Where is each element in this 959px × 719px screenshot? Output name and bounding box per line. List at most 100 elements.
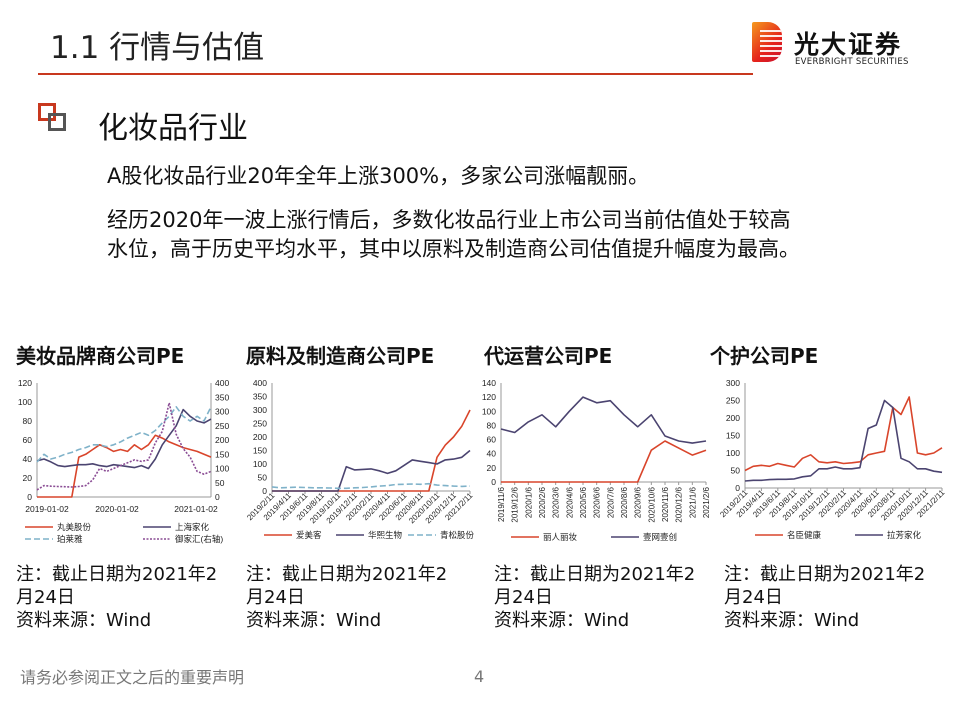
chart-title-operators: 代运营公司PE xyxy=(484,344,613,368)
series-line-御家汇(右轴) xyxy=(36,402,212,491)
y-tick-label: 60 xyxy=(487,435,497,445)
legend-label: 丽人丽妆 xyxy=(543,532,578,542)
y-tick-label: 100 xyxy=(18,397,32,407)
chart-note-3: 注：截止日期为2021年2 月24日 资料来源：Wind xyxy=(494,563,709,632)
y-tick-label: 80 xyxy=(23,416,33,426)
x-tick-label: 2021/1/6 xyxy=(688,486,697,518)
y-tick-label: 120 xyxy=(18,378,32,388)
paragraph-2-line-2: 水位，高于历史平均水平，其中以原料及制造商公司估值提升幅度为最高。 xyxy=(107,237,800,261)
note-line: 注：截止日期为2021年2 xyxy=(494,564,696,585)
y-tick-label: 250 xyxy=(726,396,740,406)
paragraph-2-line-1: 经历2020年一波上涨行情后，多数化妆品行业上市公司当前估值处于较高 xyxy=(107,208,791,232)
y-tick-label: 100 xyxy=(726,448,740,458)
note-line: 月24日 xyxy=(16,587,75,608)
series-line-名臣健康 xyxy=(744,396,943,472)
source-line: 资料来源：Wind xyxy=(16,610,152,631)
x-tick-label: 2020/9/6 xyxy=(634,486,643,518)
chart-title-materials: 原料及制造商公司PE xyxy=(246,344,435,368)
y2-tick-label: 250 xyxy=(215,421,229,431)
x-tick-label: 2020/7/6 xyxy=(606,486,615,518)
legend-label: 拉芳家化 xyxy=(887,530,922,540)
x-tick-label: 2021-01-02 xyxy=(174,504,218,514)
series-line-华熙生物 xyxy=(272,449,471,492)
x-tick-label: 2019/12/6 xyxy=(511,486,520,522)
legend-label: 御家汇(右轴) xyxy=(175,534,223,544)
legend-label: 青松股份 xyxy=(440,530,475,540)
logo-text-en: EVERBRIGHT SECURITIES xyxy=(795,57,909,67)
y-tick-label: 0 xyxy=(491,477,496,487)
series-line-壹网壹创 xyxy=(500,396,707,444)
y-tick-label: 0 xyxy=(27,492,32,502)
y-tick-label: 300 xyxy=(726,378,740,388)
y-tick-label: 120 xyxy=(482,392,496,402)
chart-note-2: 注：截止日期为2021年2 月24日 资料来源：Wind xyxy=(246,563,461,632)
x-tick-label: 2020/3/6 xyxy=(552,486,561,518)
y-tick-label: 250 xyxy=(253,419,267,429)
source-line: 资料来源：Wind xyxy=(494,610,630,631)
y-tick-label: 400 xyxy=(253,378,267,388)
y-tick-label: 40 xyxy=(23,454,33,464)
x-tick-label: 2020/1/6 xyxy=(524,486,533,518)
x-tick-label: 2020-01-02 xyxy=(95,504,139,514)
source-line: 资料来源：Wind xyxy=(724,610,860,631)
legend-label: 爱美客 xyxy=(296,530,322,540)
x-tick-label: 2020/4/6 xyxy=(565,486,574,518)
section-title: 化妆品行业 xyxy=(98,111,248,146)
series-line-丽人丽妆 xyxy=(501,440,707,483)
x-tick-label: 2020/10/6 xyxy=(647,486,656,522)
x-tick-label: 2019-01-02 xyxy=(25,504,69,514)
y-tick-label: 60 xyxy=(23,435,33,445)
x-tick-label: 2020/12/6 xyxy=(675,486,684,522)
logo-text-cn: 光大证券 xyxy=(794,30,903,59)
y-tick-label: 50 xyxy=(258,473,268,483)
section-bullet-icon xyxy=(38,103,68,133)
chart-note-4: 注：截止日期为2021年2 月24日 资料来源：Wind xyxy=(724,563,939,632)
y2-tick-label: 50 xyxy=(215,478,225,488)
x-tick-label: 2020/5/6 xyxy=(579,486,588,518)
note-line: 月24日 xyxy=(724,587,783,608)
chart-note-1: 注：截止日期为2021年2 月24日 资料来源：Wind xyxy=(16,563,231,632)
page-number: 4 xyxy=(474,667,485,686)
disclaimer-text: 请务必参阅正文之后的重要声明 xyxy=(20,668,245,687)
legend-label: 上海家化 xyxy=(175,522,210,532)
paragraph-1: A股化妆品行业20年全年上涨300%，多家公司涨幅靓丽。 xyxy=(107,164,650,188)
note-line: 注：截止日期为2021年2 xyxy=(246,564,448,585)
y-tick-label: 50 xyxy=(731,466,741,476)
y2-tick-label: 350 xyxy=(215,392,229,402)
y2-tick-label: 300 xyxy=(215,407,229,417)
x-tick-label: 2020/6/6 xyxy=(593,486,602,518)
y2-tick-label: 100 xyxy=(215,464,229,474)
note-line: 月24日 xyxy=(246,587,305,608)
y-tick-label: 0 xyxy=(262,486,267,496)
x-tick-label: 2020/8/6 xyxy=(620,486,629,518)
legend-label: 珀莱雅 xyxy=(57,534,83,544)
y-tick-label: 300 xyxy=(253,405,267,415)
y-tick-label: 200 xyxy=(253,432,267,442)
y2-tick-label: 200 xyxy=(215,435,229,445)
y-tick-label: 150 xyxy=(726,431,740,441)
page-title: 1.1 行情与估值 xyxy=(50,30,265,66)
everbright-logo-icon xyxy=(752,22,782,62)
x-tick-label: 2019/11/6 xyxy=(497,486,506,522)
note-line: 注：截止日期为2021年2 xyxy=(16,564,218,585)
legend-label: 名臣健康 xyxy=(787,530,822,540)
legend-label: 华熙生物 xyxy=(368,530,403,540)
title-divider xyxy=(38,73,753,75)
note-line: 注：截止日期为2021年2 xyxy=(724,564,926,585)
series-line-珀莱雅 xyxy=(36,405,212,463)
legend-label: 丸美股份 xyxy=(57,522,92,532)
y-tick-label: 100 xyxy=(482,406,496,416)
series-line-爱美客 xyxy=(272,409,471,492)
y-tick-label: 20 xyxy=(23,473,33,483)
chart-title-personal-care: 个护公司PE xyxy=(710,344,819,368)
y-tick-label: 140 xyxy=(482,378,496,388)
note-line: 月24日 xyxy=(494,587,553,608)
y2-tick-label: 0 xyxy=(215,492,220,502)
y-tick-label: 150 xyxy=(253,446,267,456)
chart-title-brand: 美妆品牌商公司PE xyxy=(16,344,185,368)
source-line: 资料来源：Wind xyxy=(246,610,382,631)
series-line-拉芳家化 xyxy=(744,399,943,482)
y-tick-label: 0 xyxy=(735,483,740,493)
y-tick-label: 20 xyxy=(487,463,497,473)
